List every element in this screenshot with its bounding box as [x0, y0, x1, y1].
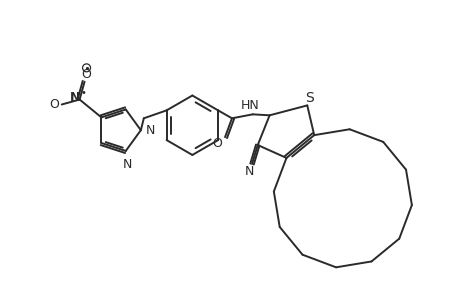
- Text: HN: HN: [240, 99, 258, 112]
- Text: •: •: [80, 88, 86, 98]
- Text: S: S: [304, 92, 313, 106]
- Text: N: N: [146, 124, 155, 137]
- Text: N: N: [123, 158, 132, 171]
- Text: N: N: [69, 91, 80, 104]
- Text: O: O: [49, 98, 59, 111]
- Text: O: O: [81, 68, 91, 81]
- Text: O: O: [212, 136, 222, 150]
- Text: N: N: [244, 166, 253, 178]
